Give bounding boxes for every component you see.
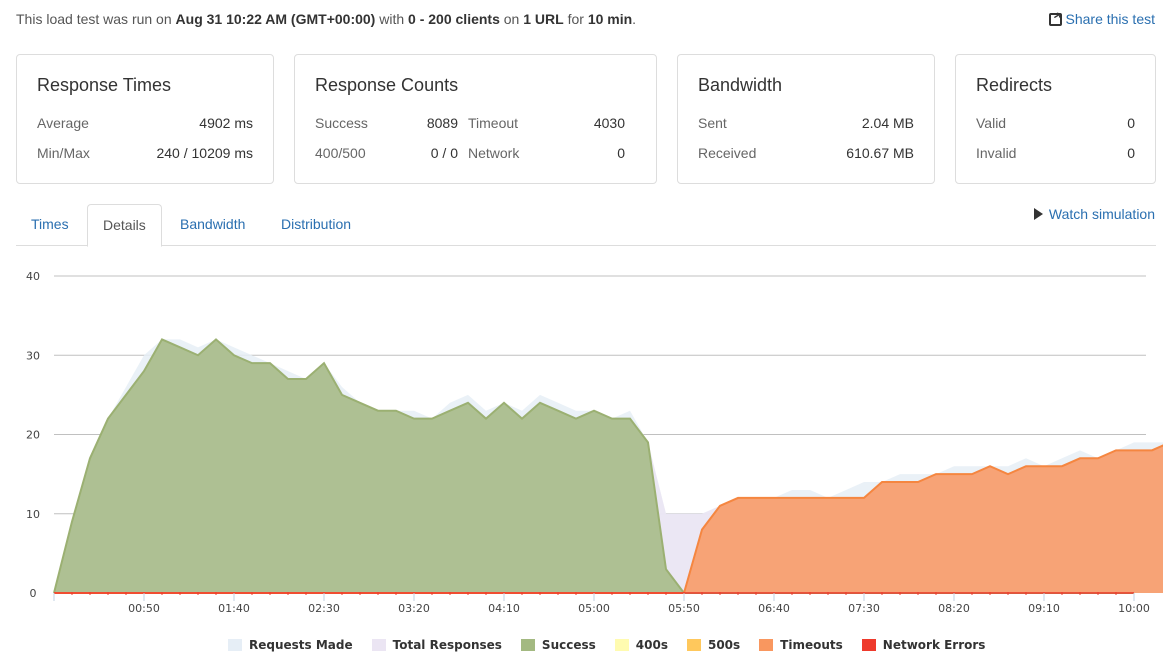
card-title: Bandwidth [698, 75, 783, 95]
legend-requests-made[interactable]: Requests Made [228, 638, 353, 652]
requests-made-swatch [228, 639, 242, 651]
legend-label: Requests Made [249, 638, 353, 652]
response-counts-card: Response Counts Success 8089 Timeout 4030 4… [294, 54, 657, 184]
tab-details[interactable]: Details [87, 204, 162, 247]
summary-text: for [563, 11, 588, 27]
valid-value: 0 [1127, 115, 1135, 131]
legend-timeouts[interactable]: Timeouts [759, 638, 843, 652]
x-tick-label: 09:10 [1028, 602, 1060, 615]
x-tick-label: 03:20 [398, 602, 430, 615]
minmax-label: Min/Max [37, 145, 90, 161]
test-urls: 1 URL [523, 11, 564, 27]
x-tick-label: 04:10 [488, 602, 520, 615]
x-tick-label: 01:40 [218, 602, 250, 615]
x-tick-label: 08:20 [938, 602, 970, 615]
share-test-link[interactable]: Share this test [1048, 11, 1156, 27]
legend-label: Total Responses [392, 638, 502, 652]
summary-text: . [632, 11, 637, 27]
sent-label: Sent [698, 115, 727, 131]
y-tick-label: 10 [26, 508, 40, 521]
timeout-value: 4030 [593, 115, 625, 131]
x-tick-label: 05:50 [668, 602, 700, 615]
500s-swatch [686, 639, 701, 651]
x-tick-label: 06:40 [758, 602, 790, 615]
success-area [54, 339, 1134, 593]
errors-label: 400/500 [315, 145, 366, 161]
sent-value: 2.04 MB [861, 115, 914, 131]
bandwidth-card: Bandwidth Sent 2.04 MB Received 610.67 MB [677, 54, 935, 184]
legend-success[interactable]: Success [520, 638, 596, 652]
share-icon [1048, 12, 1062, 26]
tab-bandwidth[interactable]: Bandwidth [180, 216, 246, 232]
share-label: Share this test [1065, 11, 1156, 27]
x-tick-label: 00:50 [128, 602, 160, 615]
summary-text: This load test was run on [16, 11, 176, 27]
400s-swatch [614, 639, 629, 651]
legend-label: Network Errors [882, 638, 986, 652]
legend-label: 500s [707, 638, 741, 652]
legend-network-errors[interactable]: Network Errors [861, 638, 986, 652]
test-date: Aug 31 10:22 AM (GMT+00:00) [175, 11, 376, 27]
y-tick-label: 0 [30, 587, 37, 600]
timeout-label: Timeout [468, 115, 519, 131]
test-duration: 10 min [587, 11, 633, 27]
legend-total-responses[interactable]: Total Responses [371, 638, 502, 652]
x-tick-label: 05:00 [578, 602, 610, 615]
y-tick-label: 20 [26, 429, 40, 442]
tab-distribution[interactable]: Distribution [281, 216, 352, 232]
summary-text: with [375, 11, 409, 27]
x-tick-label: 10:00 [1118, 602, 1150, 615]
invalid-label: Invalid [976, 145, 1017, 161]
success-label: Success [315, 115, 368, 131]
legend-label: 400s [635, 638, 668, 652]
timeouts-swatch [759, 639, 774, 651]
response-times-card: Response Times Average 4902 ms Min/Max 240… [16, 54, 274, 184]
redirects-card: Redirects Valid 0 Invalid 0 [955, 54, 1156, 184]
received-value: 610.67 MB [846, 145, 914, 161]
play-icon [1033, 208, 1043, 220]
chart-legend: Requests Made Total Responses Success 40… [228, 638, 1004, 652]
test-summary: This load test was run on Aug 31 10:22 A… [16, 11, 636, 27]
legend-label: Timeouts [780, 638, 843, 652]
y-tick-label: 30 [26, 349, 40, 362]
network-value: 0 [617, 145, 625, 161]
average-value: 4902 ms [199, 115, 253, 131]
average-label: Average [37, 115, 89, 131]
chart-tabs: Times Details Bandwidth Distribution [16, 204, 1156, 247]
success-value: 8089 [426, 115, 458, 131]
total-responses-swatch [371, 639, 386, 651]
summary-text: on [499, 11, 524, 27]
network-errors-swatch [861, 639, 876, 651]
y-tick-label: 40 [26, 270, 40, 283]
watch-simulation-link[interactable]: Watch simulation [1033, 206, 1155, 222]
card-title: Response Times [37, 75, 172, 95]
legend-label: Success [541, 638, 596, 652]
invalid-value: 0 [1127, 145, 1135, 161]
minmax-value: 240 / 10209 ms [156, 145, 253, 161]
network-label: Network [468, 145, 520, 161]
tab-times[interactable]: Times [31, 216, 69, 232]
x-tick-label: 02:30 [308, 602, 340, 615]
x-tick-label: 07:30 [848, 602, 880, 615]
errors-value: 0 / 0 [430, 145, 458, 161]
valid-label: Valid [976, 115, 1007, 131]
details-chart: 0 10 20 30 40 00:50 01:40 02:30 03:20 04:10 05:00 0… [26, 270, 1163, 615]
card-title: Response Counts [315, 75, 459, 95]
success-swatch [520, 639, 535, 651]
received-label: Received [698, 145, 757, 161]
watch-label: Watch simulation [1048, 206, 1155, 222]
legend-500s[interactable]: 500s [686, 638, 741, 652]
card-title: Redirects [976, 75, 1053, 95]
test-clients: 0 - 200 clients [408, 11, 500, 27]
legend-400s[interactable]: 400s [614, 638, 668, 652]
